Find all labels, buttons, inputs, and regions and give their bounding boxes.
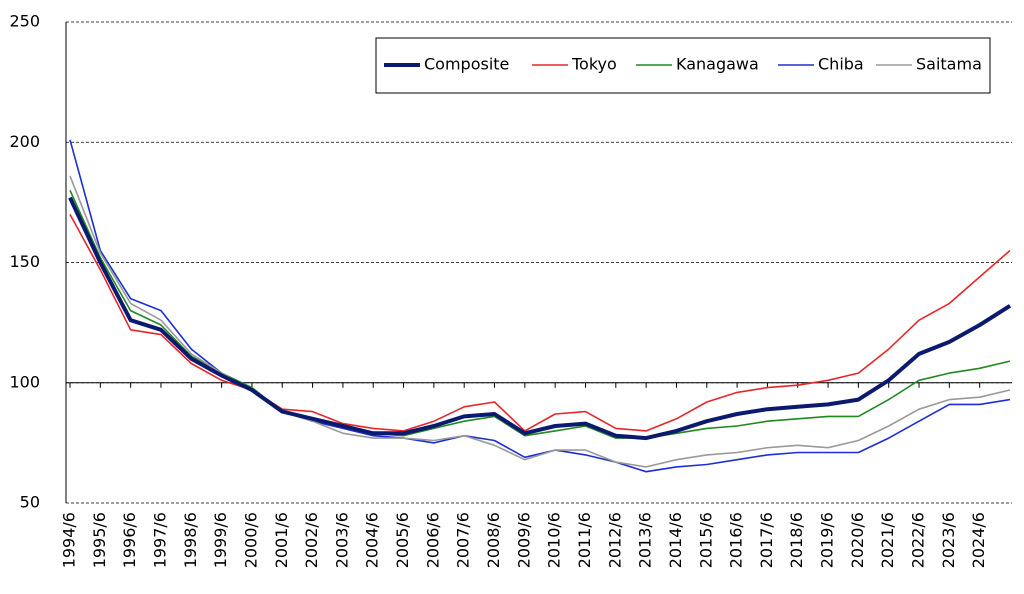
legend: Composite Tokyo Kanagawa Chiba Saitama (375, 37, 991, 94)
x-tick-label: 2022/6 (909, 512, 928, 568)
x-tick-label: 2001/6 (272, 512, 291, 568)
x-tick-label: 2019/6 (818, 512, 837, 568)
x-tick-label: 2020/6 (848, 512, 867, 568)
x-tick-label: 2013/6 (636, 512, 655, 568)
y-tick-label: 100 (9, 372, 40, 391)
x-tick-label: 2021/6 (878, 512, 897, 568)
x-tick-label: 2005/6 (393, 512, 412, 568)
series-line (68, 196, 1012, 441)
x-tick-label: 1994/6 (60, 512, 79, 568)
x-tick-label: 2024/6 (969, 512, 988, 568)
x-tick-label: 2006/6 (423, 512, 442, 568)
x-tick-label: 2014/6 (666, 512, 685, 568)
x-tick-label: 1998/6 (181, 512, 200, 568)
y-tick-label: 200 (9, 132, 40, 151)
x-tick-label: 2011/6 (575, 512, 594, 568)
x-tick-label: 1997/6 (150, 512, 169, 568)
legend-label: Tokyo (571, 55, 617, 74)
x-tick-label: 2023/6 (939, 512, 958, 568)
x-tick-label: 2012/6 (605, 512, 624, 568)
x-tick-label: 2007/6 (454, 512, 473, 568)
x-tick-label: 2010/6 (545, 512, 564, 568)
series-line (69, 214, 1011, 432)
x-tick-label: 1995/6 (90, 512, 109, 568)
x-tick-label: 1999/6 (211, 512, 230, 568)
x-tick-label: 1996/6 (120, 512, 139, 568)
x-tick-label: 2016/6 (727, 512, 746, 568)
y-tick-label: 250 (9, 12, 40, 31)
x-tick-label: 2015/6 (696, 512, 715, 568)
x-tick-label: 2000/6 (241, 512, 260, 568)
x-tick-label: 2008/6 (484, 512, 503, 568)
legend-label: Chiba (818, 55, 864, 74)
x-tick-label: 2004/6 (363, 512, 382, 568)
legend-label: Kanagawa (676, 55, 759, 74)
legend-label: Composite (424, 55, 509, 74)
legend-label: Saitama (916, 55, 982, 74)
x-tick-label: 2017/6 (757, 512, 776, 568)
y-tick-label: 150 (9, 252, 40, 271)
x-tick-label: 2018/6 (787, 512, 806, 568)
x-tick-label: 2002/6 (302, 512, 321, 568)
y-tick-label: 50 (20, 493, 40, 512)
x-tick-label: 2003/6 (332, 512, 351, 568)
x-tick-label: 2009/6 (514, 512, 533, 568)
